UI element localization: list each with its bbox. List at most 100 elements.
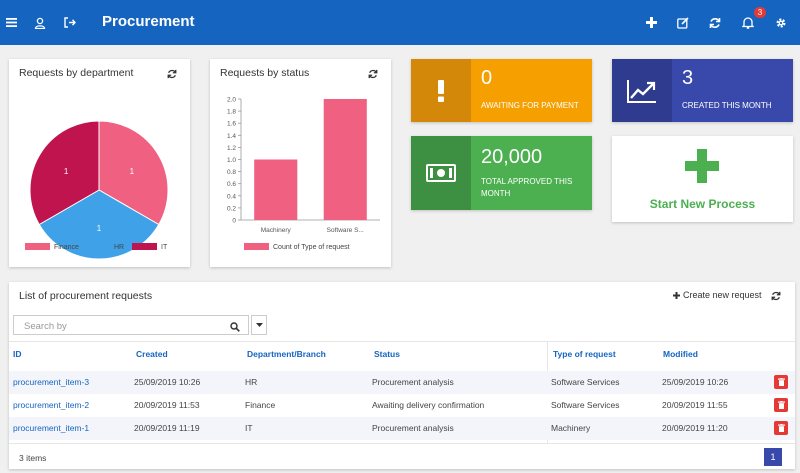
y-tick-label: 1.8 — [227, 109, 236, 116]
pie-slice-label: 1 — [97, 224, 102, 233]
column-header-department[interactable]: Department/Branch — [247, 349, 326, 359]
item-count: 3 items — [19, 453, 47, 463]
bar — [323, 99, 367, 220]
gear-icon[interactable] — [772, 0, 790, 45]
column-header-status[interactable]: Status — [374, 349, 400, 359]
search-options-dropdown[interactable] — [251, 315, 267, 335]
delete-button[interactable] — [774, 421, 788, 435]
awaiting-payment-tile[interactable]: 0 AWAITING FOR PAYMENT — [411, 59, 592, 122]
y-tick-label: 1.6 — [227, 121, 236, 128]
x-tick-label: Machinery — [261, 227, 292, 234]
table-divider — [9, 341, 795, 342]
list-title: List of procurement requests — [19, 290, 153, 302]
pie-slice-label: 1 — [64, 167, 69, 176]
pie-slice-hr — [38, 189, 160, 260]
total-approved-tile[interactable]: 20,000 TOTAL APPROVED THIS MONTH — [411, 136, 592, 210]
row-department: IT — [245, 423, 253, 433]
sign-out-icon[interactable] — [61, 0, 79, 45]
page-1-button[interactable]: 1 — [764, 448, 782, 466]
y-tick-label: 0.4 — [227, 193, 236, 200]
row-status: Procurement analysis — [372, 377, 454, 387]
pie-slice-it — [29, 120, 100, 226]
row-id-link[interactable]: procurement_item-1 — [13, 423, 90, 433]
y-tick-label: 1.4 — [227, 133, 236, 140]
column-header-type[interactable]: Type of request — [553, 349, 616, 359]
total-approved-value: 20,000 — [481, 146, 543, 168]
caret-down-icon — [255, 323, 263, 327]
search-input[interactable] — [14, 317, 214, 336]
row-type: Machinery — [551, 423, 591, 433]
legend-swatch-finance — [25, 243, 50, 250]
row-type: Software Services — [551, 377, 620, 387]
row-department: Finance — [245, 400, 276, 410]
y-tick-label: 1.2 — [227, 145, 236, 152]
bar — [254, 159, 298, 220]
created-this-month-tile[interactable]: 3 CREATED THIS MONTH — [612, 59, 793, 122]
edit-icon[interactable] — [674, 0, 692, 45]
column-header-id[interactable]: ID — [13, 349, 22, 359]
awaiting-payment-value: 0 — [481, 67, 493, 89]
row-modified: 25/09/2019 10:26 — [662, 377, 729, 387]
row-modified: 20/09/2019 11:20 — [662, 423, 728, 433]
menu-icon[interactable] — [2, 0, 20, 45]
legend-label-finance: Finance — [54, 244, 79, 251]
row-created: 20/09/2019 11:19 — [134, 423, 200, 433]
y-tick-label: 0.8 — [227, 169, 236, 176]
list-refresh-icon[interactable] — [769, 289, 783, 303]
department-pie-chart: 1 1 1 Finance HR IT — [25, 120, 169, 260]
created-this-month-label: CREATED THIS MONTH — [682, 101, 772, 110]
row-status: Awaiting delivery confirmation — [372, 400, 485, 410]
create-new-request-button[interactable]: Create new request — [673, 290, 762, 300]
notification-badge: 3 — [754, 7, 766, 18]
refresh-icon[interactable] — [706, 0, 724, 45]
add-icon[interactable] — [642, 0, 660, 45]
table-footer-divider — [9, 443, 795, 444]
row-created: 20/09/2019 11:53 — [134, 400, 200, 410]
user-icon[interactable] — [31, 0, 49, 45]
row-id-link[interactable]: procurement_item-3 — [13, 377, 90, 387]
plus-small-icon — [673, 291, 680, 299]
table-row[interactable]: procurement_item-2 20/09/2019 11:53 Fina… — [9, 394, 795, 417]
table-row[interactable]: procurement_item-1 20/09/2019 11:19 IT P… — [9, 417, 795, 440]
pie-slice-label: 1 — [130, 167, 135, 176]
trending-chart-icon — [612, 59, 672, 122]
search-box — [13, 315, 249, 337]
search-icon[interactable] — [230, 319, 240, 337]
legend-swatch-it — [132, 243, 157, 250]
trash-icon — [777, 378, 785, 386]
status-bar-chart: 2.0 1.8 1.6 1.4 1.2 1.0 0.8 0.6 0.4 0.2 0 Machinery… — [227, 97, 380, 251]
department-refresh-icon[interactable] — [165, 67, 179, 81]
row-modified: 20/09/2019 11:55 — [662, 400, 728, 410]
start-new-process-button[interactable]: Start New Process — [612, 136, 793, 222]
y-tick-label: 0 — [232, 218, 236, 225]
legend-label-hr: HR — [114, 244, 124, 251]
legend-label-it: IT — [161, 244, 168, 251]
awaiting-payment-label: AWAITING FOR PAYMENT — [481, 101, 579, 110]
row-status: Procurement analysis — [372, 423, 454, 433]
legend-swatch-hr — [85, 243, 110, 250]
department-card-title: Requests by department — [19, 67, 134, 79]
column-header-created[interactable]: Created — [136, 349, 168, 359]
department-card: Requests by department 1 1 1 Finance HR IT — [9, 59, 190, 267]
legend-swatch — [244, 243, 269, 250]
row-type: Software Services — [551, 400, 620, 410]
table-row[interactable]: procurement_item-3 25/09/2019 10:26 HR P… — [9, 371, 795, 394]
column-header-modified[interactable]: Modified — [663, 349, 698, 359]
y-tick-label: 2.0 — [227, 97, 236, 104]
start-new-process-label: Start New Process — [649, 197, 756, 211]
status-refresh-icon[interactable] — [366, 67, 380, 81]
trash-icon — [777, 424, 785, 432]
y-tick-label: 0.2 — [227, 205, 236, 212]
legend-label: Count of Type of request — [273, 244, 350, 251]
row-department: HR — [245, 377, 258, 387]
pie-slice-finance — [98, 120, 169, 226]
row-id-link[interactable]: procurement_item-2 — [13, 400, 90, 410]
status-card: Requests by status 2.0 1.8 1.6 1.4 1.2 1.0 0.8… — [210, 59, 391, 267]
plus-icon — [685, 149, 719, 188]
y-tick-label: 0.6 — [227, 181, 236, 188]
delete-button[interactable] — [774, 398, 788, 412]
create-new-request-label: Create new request — [683, 290, 762, 300]
bell-icon[interactable] — [739, 0, 757, 45]
trash-icon — [777, 401, 785, 409]
delete-button[interactable] — [774, 375, 788, 389]
